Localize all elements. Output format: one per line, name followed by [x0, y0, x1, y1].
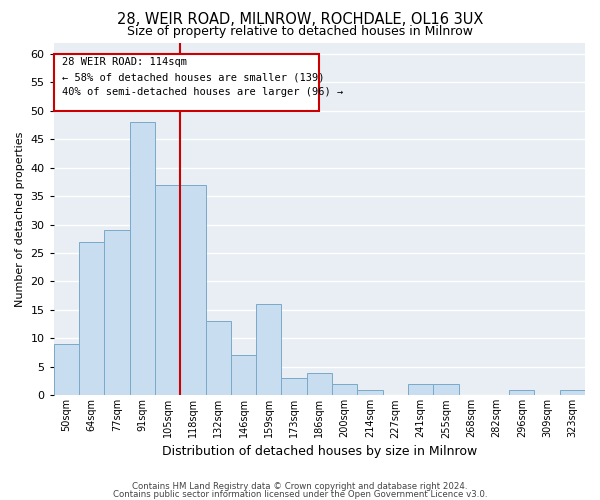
Bar: [358, 390, 383, 396]
Bar: [54, 344, 79, 396]
Bar: [332, 384, 358, 396]
Bar: [206, 322, 231, 396]
Bar: [560, 390, 585, 396]
Bar: [79, 242, 104, 396]
Bar: [433, 384, 458, 396]
FancyBboxPatch shape: [54, 54, 319, 111]
Bar: [281, 378, 307, 396]
Bar: [104, 230, 130, 396]
Text: 28 WEIR ROAD: 114sqm
← 58% of detached houses are smaller (139)
40% of semi-deta: 28 WEIR ROAD: 114sqm ← 58% of detached h…: [62, 58, 343, 97]
Y-axis label: Number of detached properties: Number of detached properties: [15, 131, 25, 306]
Bar: [180, 184, 206, 396]
Bar: [509, 390, 535, 396]
Bar: [256, 304, 281, 396]
Text: 28, WEIR ROAD, MILNROW, ROCHDALE, OL16 3UX: 28, WEIR ROAD, MILNROW, ROCHDALE, OL16 3…: [117, 12, 483, 28]
Bar: [307, 372, 332, 396]
Text: Size of property relative to detached houses in Milnrow: Size of property relative to detached ho…: [127, 25, 473, 38]
Bar: [408, 384, 433, 396]
Bar: [130, 122, 155, 396]
Text: Contains HM Land Registry data © Crown copyright and database right 2024.: Contains HM Land Registry data © Crown c…: [132, 482, 468, 491]
Text: Contains public sector information licensed under the Open Government Licence v3: Contains public sector information licen…: [113, 490, 487, 499]
Bar: [231, 356, 256, 396]
X-axis label: Distribution of detached houses by size in Milnrow: Distribution of detached houses by size …: [162, 444, 477, 458]
Bar: [155, 184, 180, 396]
